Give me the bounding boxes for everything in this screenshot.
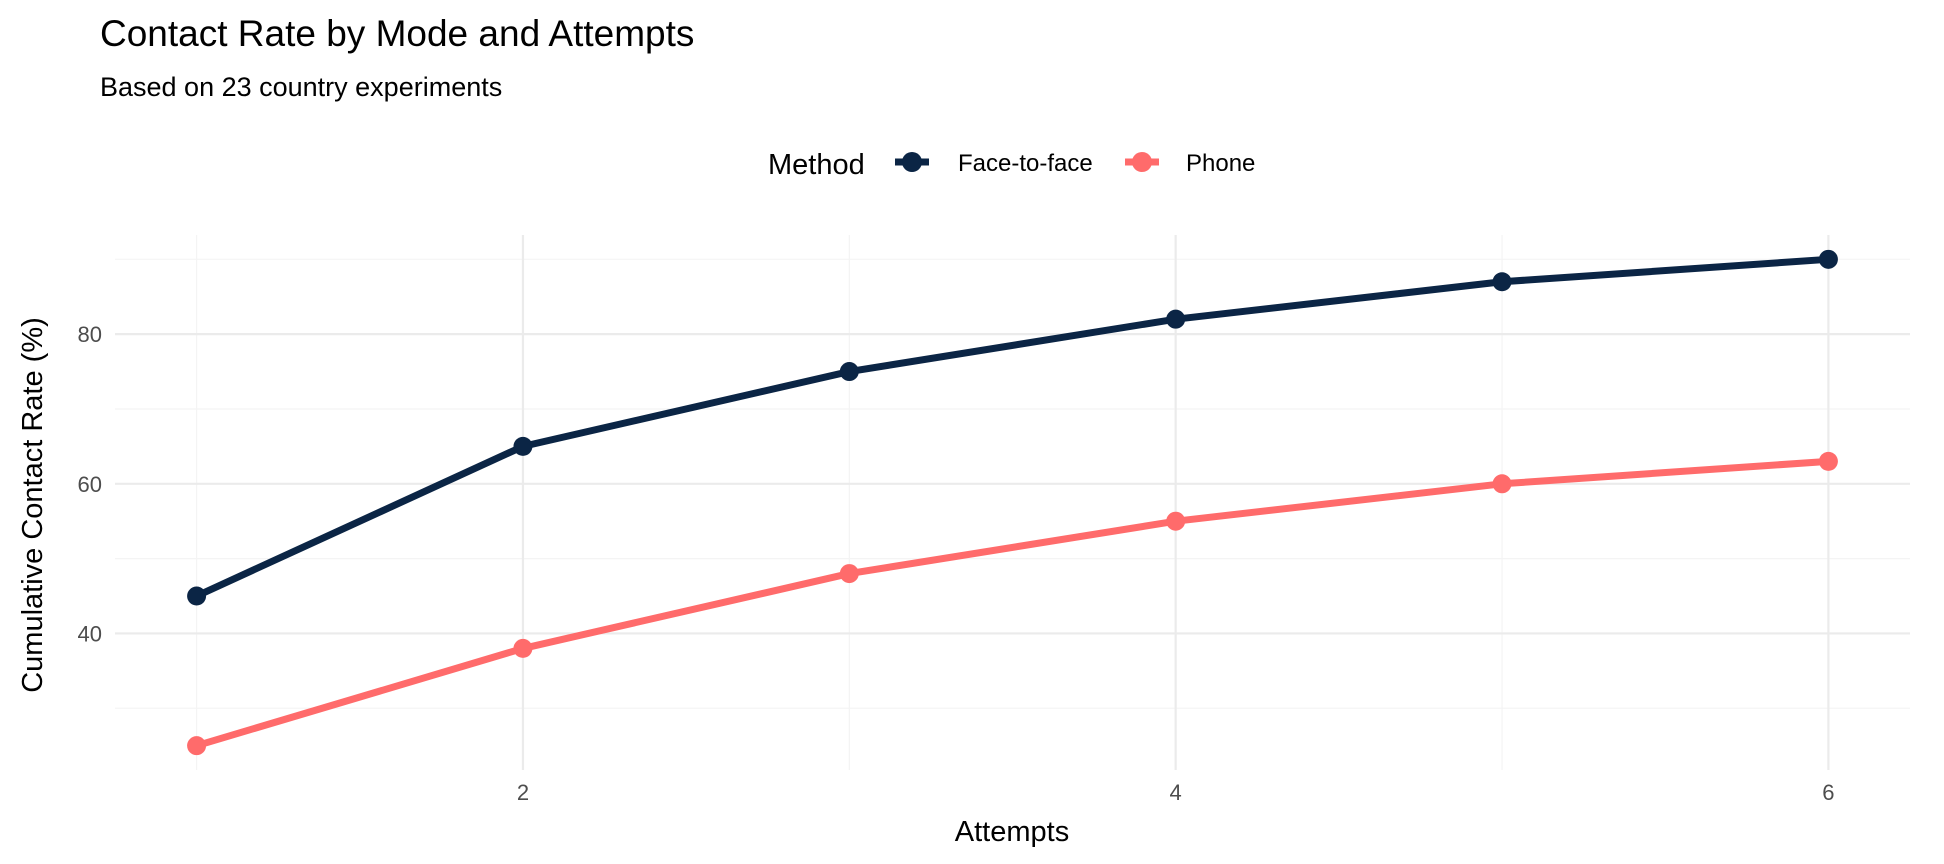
- x-tick-label: 4: [1170, 780, 1182, 805]
- plot-area: [115, 235, 1910, 770]
- legend-title: Method: [768, 149, 865, 181]
- series-layer: [187, 249, 1838, 756]
- data-point-phone: [1818, 451, 1838, 471]
- chart-title: Contact Rate by Mode and Attempts: [100, 13, 694, 54]
- data-point-phone: [1492, 474, 1512, 494]
- data-point-phone: [839, 564, 859, 584]
- y-axis-tick-labels: 40 60 80: [78, 322, 102, 646]
- x-axis-tick-labels: 2 4 6: [517, 780, 1835, 805]
- legend-label-face-to-face: Face-to-face: [958, 150, 1093, 177]
- legend-key-point-phone: [1132, 152, 1152, 172]
- data-point-face-to-face: [1818, 249, 1838, 269]
- data-point-face-to-face: [1492, 272, 1512, 292]
- legend: Method Face-to-face Phone: [768, 149, 1255, 181]
- legend-key-point-face-to-face: [902, 152, 922, 172]
- data-point-phone: [1166, 511, 1186, 531]
- data-point-face-to-face: [513, 436, 533, 456]
- y-tick-label: 80: [78, 322, 102, 347]
- legend-label-phone: Phone: [1186, 150, 1255, 177]
- legend-items: Face-to-face Phone: [895, 150, 1255, 177]
- x-tick-label: 2: [517, 780, 529, 805]
- data-point-face-to-face: [187, 586, 207, 606]
- data-point-face-to-face: [839, 362, 859, 382]
- chart-subtitle: Based on 23 country experiments: [100, 72, 502, 102]
- y-tick-label: 40: [78, 621, 102, 646]
- x-axis-title: Attempts: [955, 816, 1069, 848]
- series-line-phone: [195, 457, 1829, 750]
- minor-gridlines: [115, 235, 1910, 770]
- y-axis-title: Cumulative Contact Rate (%): [17, 317, 49, 693]
- data-point-face-to-face: [1166, 309, 1186, 329]
- data-point-phone: [513, 638, 533, 658]
- y-tick-label: 60: [78, 472, 102, 497]
- data-point-phone: [187, 736, 207, 756]
- x-tick-label: 6: [1822, 780, 1834, 805]
- series-line-face-to-face: [195, 255, 1829, 600]
